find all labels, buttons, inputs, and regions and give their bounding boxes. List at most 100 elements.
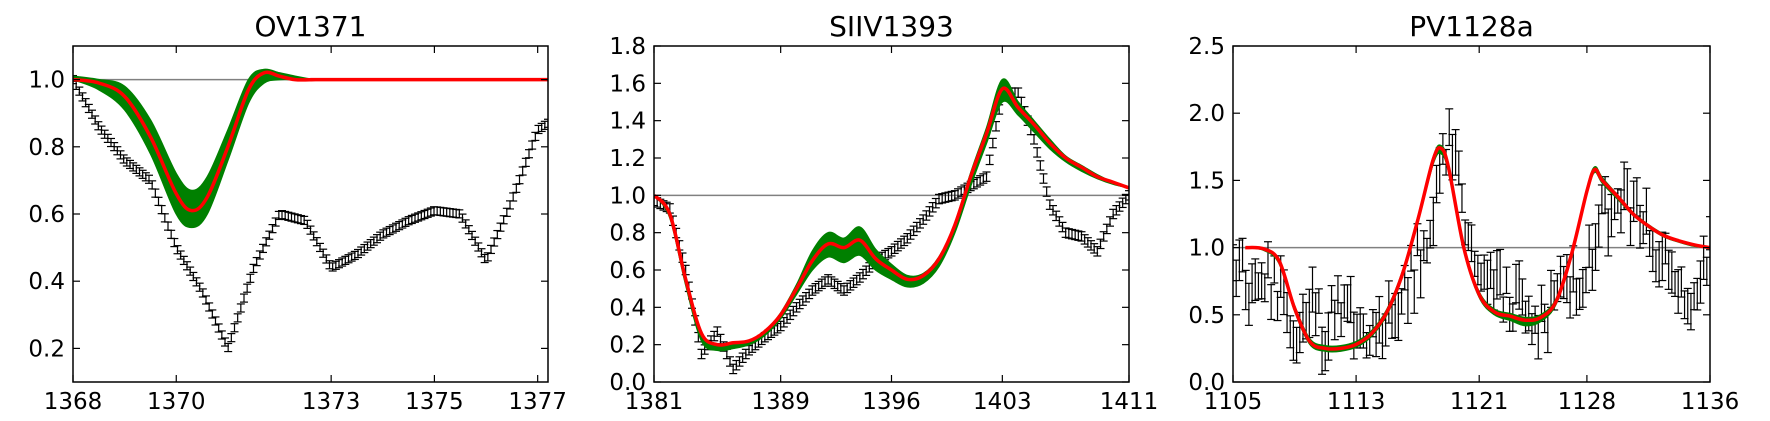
model-best-series <box>73 70 548 213</box>
data-point <box>1349 311 1358 360</box>
data-point <box>1125 190 1129 201</box>
data-point <box>157 204 166 215</box>
y-tick-label: 2.0 <box>1188 101 1225 127</box>
model-best-series <box>1245 146 1710 351</box>
data-point <box>1502 266 1511 295</box>
data-point <box>1314 288 1323 314</box>
data-point <box>154 196 163 206</box>
data-point <box>230 323 239 333</box>
y-tick-label: 0.8 <box>28 135 65 161</box>
data-point <box>1496 248 1505 296</box>
data-point <box>246 273 255 283</box>
data-point <box>1403 277 1412 325</box>
data-point <box>1636 204 1645 249</box>
x-tick-label: 1377 <box>508 389 567 415</box>
data-point <box>227 333 236 343</box>
x-tick-label: 1121 <box>1450 389 1509 415</box>
y-tick-label: 0.2 <box>28 336 65 362</box>
data-point <box>233 313 242 323</box>
data-point <box>518 166 527 176</box>
x-tick-label: 1368 <box>44 389 103 415</box>
data-point <box>1251 258 1260 302</box>
data-point <box>544 118 548 128</box>
y-tick-label: 1.6 <box>609 71 646 97</box>
y-tick-label: 1.0 <box>609 183 646 209</box>
data-point <box>1030 134 1038 145</box>
x-tick-label: 1396 <box>862 389 921 415</box>
y-tick-label: 0.5 <box>1188 303 1225 329</box>
model-band-series <box>73 68 548 229</box>
data-point <box>1706 216 1710 251</box>
y-tick-label: 1.4 <box>609 109 646 135</box>
axes-frame <box>1232 45 1711 383</box>
x-tick-label: 1403 <box>973 389 1032 415</box>
data-point <box>982 171 991 182</box>
x-tick-label: 1136 <box>1681 389 1740 415</box>
chart-title: SIIV1393 <box>829 10 954 43</box>
data-point <box>1263 241 1272 279</box>
model-best-series <box>654 86 1129 347</box>
y-tick-label: 0.4 <box>609 295 646 321</box>
y-tick-label: 0.0 <box>609 370 646 396</box>
plot-area <box>73 68 548 353</box>
data-point <box>985 154 994 166</box>
data-point <box>224 342 233 353</box>
axes-frame <box>72 45 549 383</box>
y-tick-label: 1.0 <box>28 68 65 94</box>
y-tick-label: 0.6 <box>609 258 646 284</box>
data-point <box>528 140 537 150</box>
y-tick-label: 0.6 <box>28 202 65 228</box>
x-tick-label: 1105 <box>1204 389 1263 415</box>
data-point <box>1410 269 1419 314</box>
y-tick-label: 0.4 <box>28 269 65 295</box>
data-point <box>167 229 176 239</box>
data-points <box>73 74 548 353</box>
data-point <box>240 293 248 303</box>
x-tick-label: 1381 <box>625 389 684 415</box>
model-band-series <box>654 78 1129 352</box>
y-tick-label: 1.0 <box>1188 236 1225 262</box>
x-tick-label: 1411 <box>1100 389 1159 415</box>
data-point <box>236 303 245 313</box>
panel-pv1128a: 1105 1113 1121 1128 1136 0.0 0.5 1.0 1.5 2.0 2.5 PV… <box>1188 10 1739 415</box>
data-point <box>160 213 169 223</box>
data-points <box>1233 108 1710 375</box>
data-point <box>1036 160 1045 171</box>
data-point <box>1267 284 1276 321</box>
data-point <box>1457 183 1466 213</box>
data-point <box>521 157 530 167</box>
panel-ov1371: 1368 1370 1373 1375 1377 0.2 0.4 0.6 0.8 1.0 OV137… <box>28 10 567 415</box>
data-point <box>1042 186 1051 197</box>
data-point <box>164 221 172 231</box>
x-tick-label: 1370 <box>147 389 206 415</box>
x-tick-label: 1128 <box>1558 389 1617 415</box>
data-point <box>525 149 533 159</box>
plot-area <box>1233 108 1710 375</box>
data-points <box>654 87 1129 375</box>
x-tick-label: 1373 <box>302 389 361 415</box>
plot-area <box>654 78 1129 375</box>
y-tick-label: 0.2 <box>609 333 646 359</box>
chart-title: PV1128a <box>1409 10 1533 43</box>
x-tick-label: 1375 <box>405 389 464 415</box>
y-tick-label: 0.0 <box>1188 370 1225 396</box>
data-point <box>151 188 160 198</box>
x-tick-label: 1389 <box>751 389 810 415</box>
y-tick-label: 1.5 <box>1188 168 1225 194</box>
y-tick-label: 2.5 <box>1188 34 1225 60</box>
data-point <box>515 175 524 185</box>
data-point <box>509 192 518 202</box>
data-point <box>1033 147 1042 158</box>
panel-siiv1393: 1381 1389 1396 1403 1411 0.0 0.2 0.4 0.6 0.8 1.0 1.… <box>609 10 1158 415</box>
data-point <box>1039 173 1048 184</box>
data-point <box>512 183 521 193</box>
y-tick-label: 0.8 <box>609 221 646 247</box>
y-tick-label: 1.8 <box>609 34 646 60</box>
x-tick-label: 1113 <box>1327 389 1386 415</box>
y-tick-label: 1.2 <box>609 146 646 172</box>
data-point <box>988 137 997 149</box>
chart-title: OV1371 <box>255 10 367 43</box>
axes-frame <box>653 45 1130 383</box>
data-point <box>243 283 252 293</box>
